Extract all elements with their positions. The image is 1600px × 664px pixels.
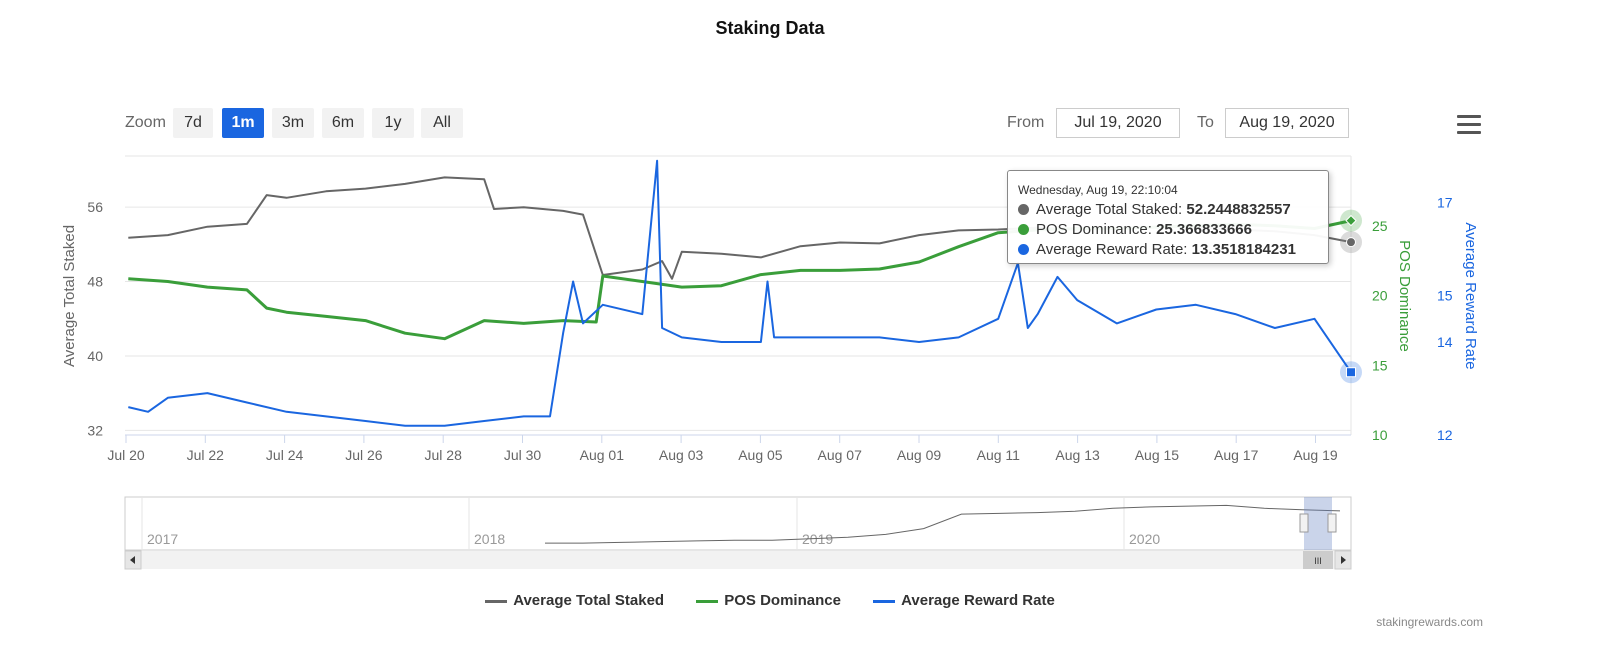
x-tick-label: Aug 09 bbox=[897, 447, 942, 463]
y-left-axis-title: Average Total Staked bbox=[61, 225, 78, 367]
zoom-1y-button[interactable]: 1y bbox=[372, 108, 414, 138]
legend-item-staked[interactable]: Average Total Staked bbox=[485, 592, 664, 609]
x-tick-label: Aug 19 bbox=[1293, 447, 1338, 463]
tooltip-dot-reward bbox=[1018, 244, 1029, 255]
legend-item-reward[interactable]: Average Reward Rate bbox=[873, 592, 1055, 609]
tooltip-value-reward: 13.3518184231 bbox=[1191, 241, 1296, 258]
tooltip-label-dominance: POS Dominance: bbox=[1036, 221, 1152, 238]
navigator-selected-range bbox=[1304, 497, 1332, 550]
x-tick-label: Jul 24 bbox=[266, 447, 304, 463]
zoom-6m-button[interactable]: 6m bbox=[322, 108, 364, 138]
chart-title: Staking Data bbox=[715, 18, 825, 38]
legend-swatch-staked bbox=[485, 599, 508, 603]
navigator-year-label: 2017 bbox=[147, 531, 178, 547]
tooltip-dot-dominance bbox=[1018, 224, 1029, 235]
x-tick-label: Aug 15 bbox=[1135, 447, 1180, 463]
chart-tooltip: Wednesday, Aug 19, 22:10:04 Average Tota… bbox=[1007, 170, 1329, 264]
y-left-tick-label: 32 bbox=[87, 422, 103, 438]
legend-swatch-dominance bbox=[696, 599, 719, 603]
scrollbar-grip-icon: III bbox=[1314, 556, 1322, 566]
tooltip-value-dominance: 25.366833666 bbox=[1156, 221, 1252, 238]
from-label: From bbox=[1007, 114, 1045, 131]
hover-marker-reward bbox=[1346, 367, 1356, 378]
y-left-tick-label: 56 bbox=[87, 199, 103, 215]
tooltip-row-reward: Average Reward Rate: 13.3518184231 bbox=[1018, 240, 1318, 260]
chart-legend: Average Total Staked POS Dominance Avera… bbox=[0, 592, 1540, 609]
from-date-input[interactable]: Jul 19, 2020 bbox=[1056, 108, 1180, 138]
x-tick-label: Jul 20 bbox=[107, 447, 145, 463]
navigator-year-label: 2018 bbox=[474, 531, 505, 547]
zoom-all-button[interactable]: All bbox=[421, 108, 463, 138]
credit-text: stakingrewards.com bbox=[1376, 615, 1483, 629]
to-date-input[interactable]: Aug 19, 2020 bbox=[1225, 108, 1349, 138]
y-reward-tick-label: 12 bbox=[1437, 427, 1453, 443]
x-tick-label: Aug 11 bbox=[977, 447, 1021, 463]
tooltip-date: Wednesday, Aug 19, 22:10:04 bbox=[1018, 183, 1178, 197]
tooltip-label-staked: Average Total Staked: bbox=[1036, 201, 1183, 218]
legend-label-staked: Average Total Staked bbox=[513, 592, 665, 609]
y-dominance-axis-title: POS Dominance bbox=[1396, 240, 1413, 352]
tooltip-row-staked: Average Total Staked: 52.2448832557 bbox=[1018, 200, 1318, 220]
scrollbar-track[interactable] bbox=[125, 551, 1351, 569]
zoom-7d-button[interactable]: 7d bbox=[173, 108, 213, 138]
y-left-tick-label: 40 bbox=[87, 348, 103, 364]
y-reward-tick-label: 15 bbox=[1437, 288, 1453, 304]
tooltip-row-dominance: POS Dominance: 25.366833666 bbox=[1018, 220, 1318, 240]
zoom-label: Zoom bbox=[125, 114, 166, 131]
navigator-right-handle[interactable] bbox=[1327, 513, 1337, 533]
x-tick-label: Jul 28 bbox=[425, 447, 463, 463]
x-tick-label: Aug 05 bbox=[738, 447, 783, 463]
navigator-frame bbox=[124, 496, 1352, 551]
x-tick-label: Aug 13 bbox=[1055, 447, 1100, 463]
hover-marker-staked bbox=[1346, 237, 1356, 248]
scrollbar-thumb[interactable] bbox=[1303, 551, 1333, 569]
y-left-tick-label: 48 bbox=[87, 274, 103, 290]
y-dominance-tick-label: 15 bbox=[1372, 357, 1388, 373]
y-dominance-tick-label: 10 bbox=[1372, 427, 1388, 443]
x-tick-label: Jul 22 bbox=[187, 447, 225, 463]
scroll-left-arrow-icon bbox=[130, 556, 135, 564]
x-tick-label: Aug 01 bbox=[580, 447, 625, 463]
scroll-right-arrow-icon bbox=[1341, 556, 1346, 564]
legend-label-reward: Average Reward Rate bbox=[901, 592, 1055, 609]
navigator-left-handle[interactable] bbox=[1299, 513, 1309, 533]
zoom-1m-button[interactable]: 1m bbox=[222, 108, 264, 138]
x-tick-label: Aug 03 bbox=[659, 447, 704, 463]
y-reward-tick-label: 14 bbox=[1437, 334, 1453, 350]
tooltip-dot-staked bbox=[1018, 204, 1029, 215]
legend-label-dominance: POS Dominance bbox=[724, 592, 841, 609]
navigator-year-label: 2020 bbox=[1129, 531, 1160, 547]
navigator-series-line bbox=[545, 504, 1341, 544]
navigator-year-label: 2019 bbox=[802, 531, 833, 547]
y-reward-axis-title: Average Reward Rate bbox=[1462, 222, 1479, 369]
legend-swatch-reward bbox=[873, 599, 896, 603]
y-dominance-tick-label: 20 bbox=[1372, 288, 1388, 304]
tooltip-value-staked: 52.2448832557 bbox=[1186, 201, 1291, 218]
legend-item-dominance[interactable]: POS Dominance bbox=[696, 592, 841, 609]
x-tick-label: Jul 26 bbox=[345, 447, 383, 463]
x-tick-label: Jul 30 bbox=[504, 447, 542, 463]
zoom-3m-button[interactable]: 3m bbox=[272, 108, 314, 138]
y-reward-tick-label: 17 bbox=[1437, 195, 1453, 211]
y-dominance-tick-label: 25 bbox=[1372, 218, 1388, 234]
hover-marker-dominance bbox=[1345, 214, 1357, 227]
tooltip-label-reward: Average Reward Rate: bbox=[1036, 241, 1188, 258]
to-label: To bbox=[1197, 114, 1214, 131]
x-tick-label: Aug 17 bbox=[1214, 447, 1259, 463]
hamburger-menu-icon[interactable] bbox=[1457, 115, 1481, 135]
x-tick-label: Aug 07 bbox=[818, 447, 863, 463]
